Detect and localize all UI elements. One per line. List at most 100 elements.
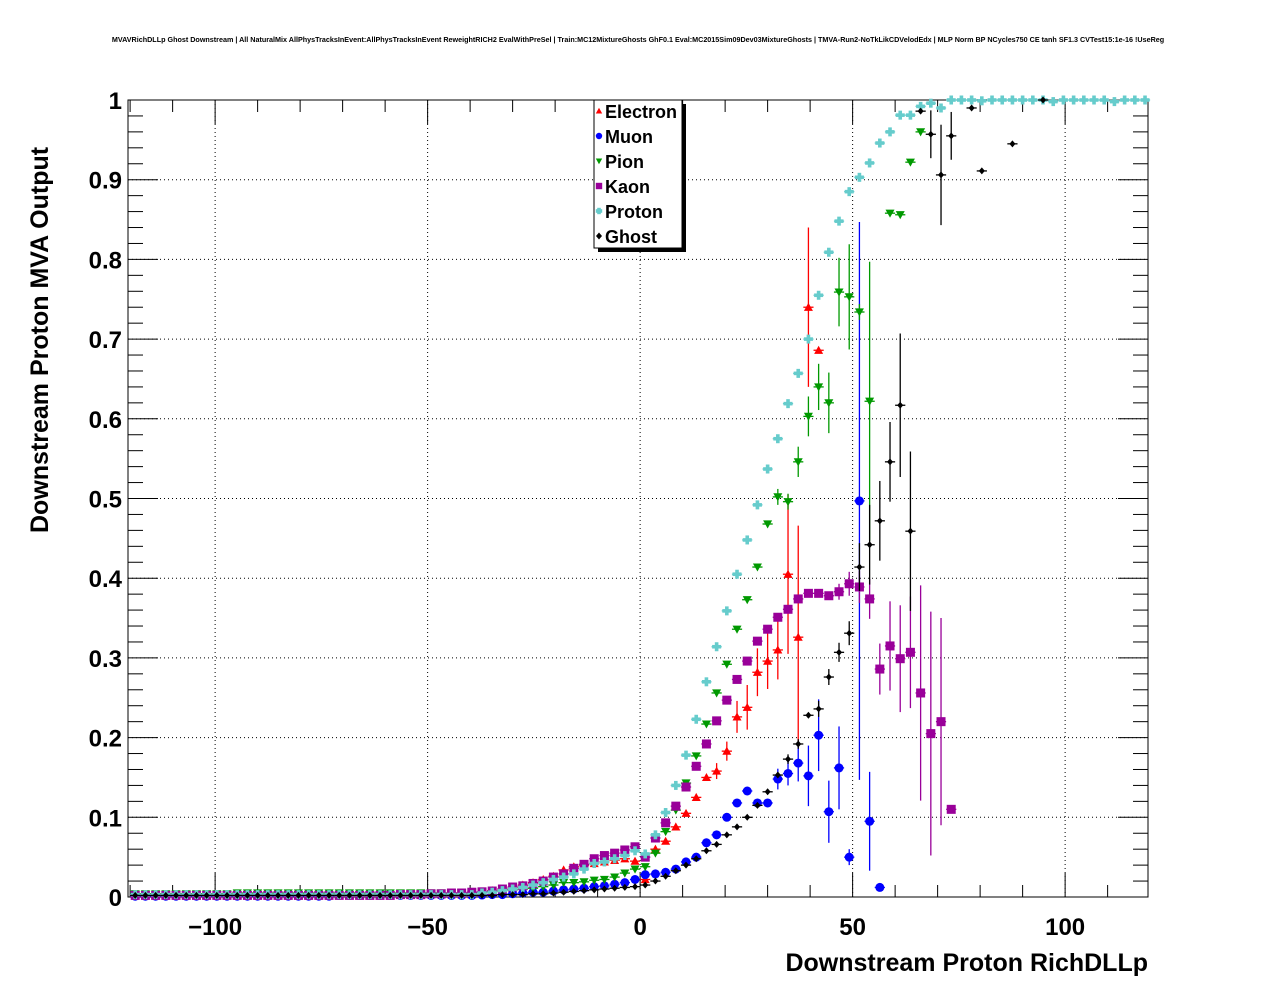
data-point-v <box>765 464 770 474</box>
data-point <box>865 397 875 406</box>
data-point <box>795 740 802 748</box>
data-point <box>479 891 486 899</box>
data-point <box>927 130 934 138</box>
data-point <box>550 889 557 897</box>
data-point <box>793 458 803 467</box>
data-point <box>683 861 690 869</box>
data-point <box>764 788 771 796</box>
data-point <box>417 891 424 899</box>
data-point <box>599 875 609 884</box>
data-point <box>814 730 824 740</box>
data-point <box>732 674 742 684</box>
y-tick-label: 0.2 <box>89 726 122 753</box>
diamond-icon <box>596 232 602 240</box>
data-point <box>876 517 883 525</box>
data-point <box>722 812 732 822</box>
data-point <box>754 801 761 809</box>
data-point-v <box>704 677 709 687</box>
circle-icon <box>595 132 603 140</box>
data-point <box>732 798 742 808</box>
data-point <box>142 891 149 899</box>
data-point <box>967 95 977 105</box>
data-point-v <box>561 872 566 882</box>
y-tick-label: 0.3 <box>89 646 122 673</box>
data-point <box>875 664 885 674</box>
data-point <box>854 496 864 506</box>
data-point-v <box>735 569 739 579</box>
data-point <box>1079 95 1089 105</box>
y-tick-label: 0.1 <box>89 805 122 832</box>
data-point <box>824 807 834 817</box>
series-electron <box>130 227 824 899</box>
data-point <box>742 596 752 605</box>
data-point <box>589 876 599 885</box>
data-point <box>793 368 803 378</box>
data-point <box>548 874 558 884</box>
data-point-v <box>1122 95 1127 105</box>
data-point <box>1089 95 1099 105</box>
data-point <box>254 891 261 899</box>
data-point <box>693 855 700 863</box>
x-tick-labels: −100 −50 0 50 100 <box>188 914 1085 941</box>
data-point-v <box>674 780 678 790</box>
data-point <box>815 705 822 713</box>
data-point <box>601 885 608 893</box>
data-point <box>742 535 752 545</box>
data-point <box>387 891 394 899</box>
data-point <box>844 579 854 589</box>
data-point-v <box>1031 95 1035 105</box>
x-tick-label: −50 <box>407 914 448 941</box>
data-point <box>844 852 854 862</box>
data-point-v <box>867 158 872 168</box>
data-point <box>499 891 506 899</box>
data-point <box>1007 95 1017 105</box>
data-point <box>518 882 528 892</box>
series-pion <box>130 128 926 899</box>
data-point <box>1120 95 1130 105</box>
data-point-v <box>551 874 556 884</box>
legend-entry-muon: Muon <box>595 127 653 147</box>
data-point <box>968 104 975 112</box>
data-point <box>295 891 302 899</box>
data-point-v <box>990 95 994 105</box>
data-point <box>560 888 567 896</box>
data-point-v <box>1112 97 1117 107</box>
data-point <box>346 891 353 899</box>
data-point <box>742 786 752 796</box>
data-point <box>917 107 924 115</box>
data-point <box>203 891 210 899</box>
data-point-v <box>857 172 862 182</box>
data-point <box>620 869 630 878</box>
legend-label: Muon <box>605 127 653 147</box>
data-point-v <box>510 884 515 894</box>
legend-entry-pion: Pion <box>595 152 644 172</box>
data-point-v <box>653 830 658 840</box>
data-point <box>732 712 742 721</box>
data-point <box>428 891 435 899</box>
data-point <box>701 739 711 749</box>
data-point <box>489 891 496 899</box>
data-point <box>326 891 333 899</box>
data-point <box>581 887 588 895</box>
data-point <box>803 334 813 344</box>
data-point <box>722 695 732 705</box>
data-point <box>732 569 742 579</box>
data-point <box>773 434 783 444</box>
chart-title: MVAVRichDLLp Ghost Downstream | All Natu… <box>112 35 1164 44</box>
data-point-v <box>796 368 801 378</box>
data-point-v <box>1082 95 1086 105</box>
data-point <box>907 527 914 535</box>
data-point <box>559 872 569 882</box>
data-point <box>783 498 793 507</box>
data-point-v <box>694 714 699 724</box>
data-point-v <box>939 103 943 113</box>
data-point-v <box>949 95 954 105</box>
legend-entry-electron: Electron <box>595 102 677 122</box>
data-point <box>803 588 813 598</box>
data-point <box>916 128 926 137</box>
data-point <box>569 863 579 873</box>
data-point <box>916 688 926 698</box>
data-point <box>844 293 854 302</box>
data-point-v <box>837 216 841 226</box>
data-point <box>763 656 773 665</box>
